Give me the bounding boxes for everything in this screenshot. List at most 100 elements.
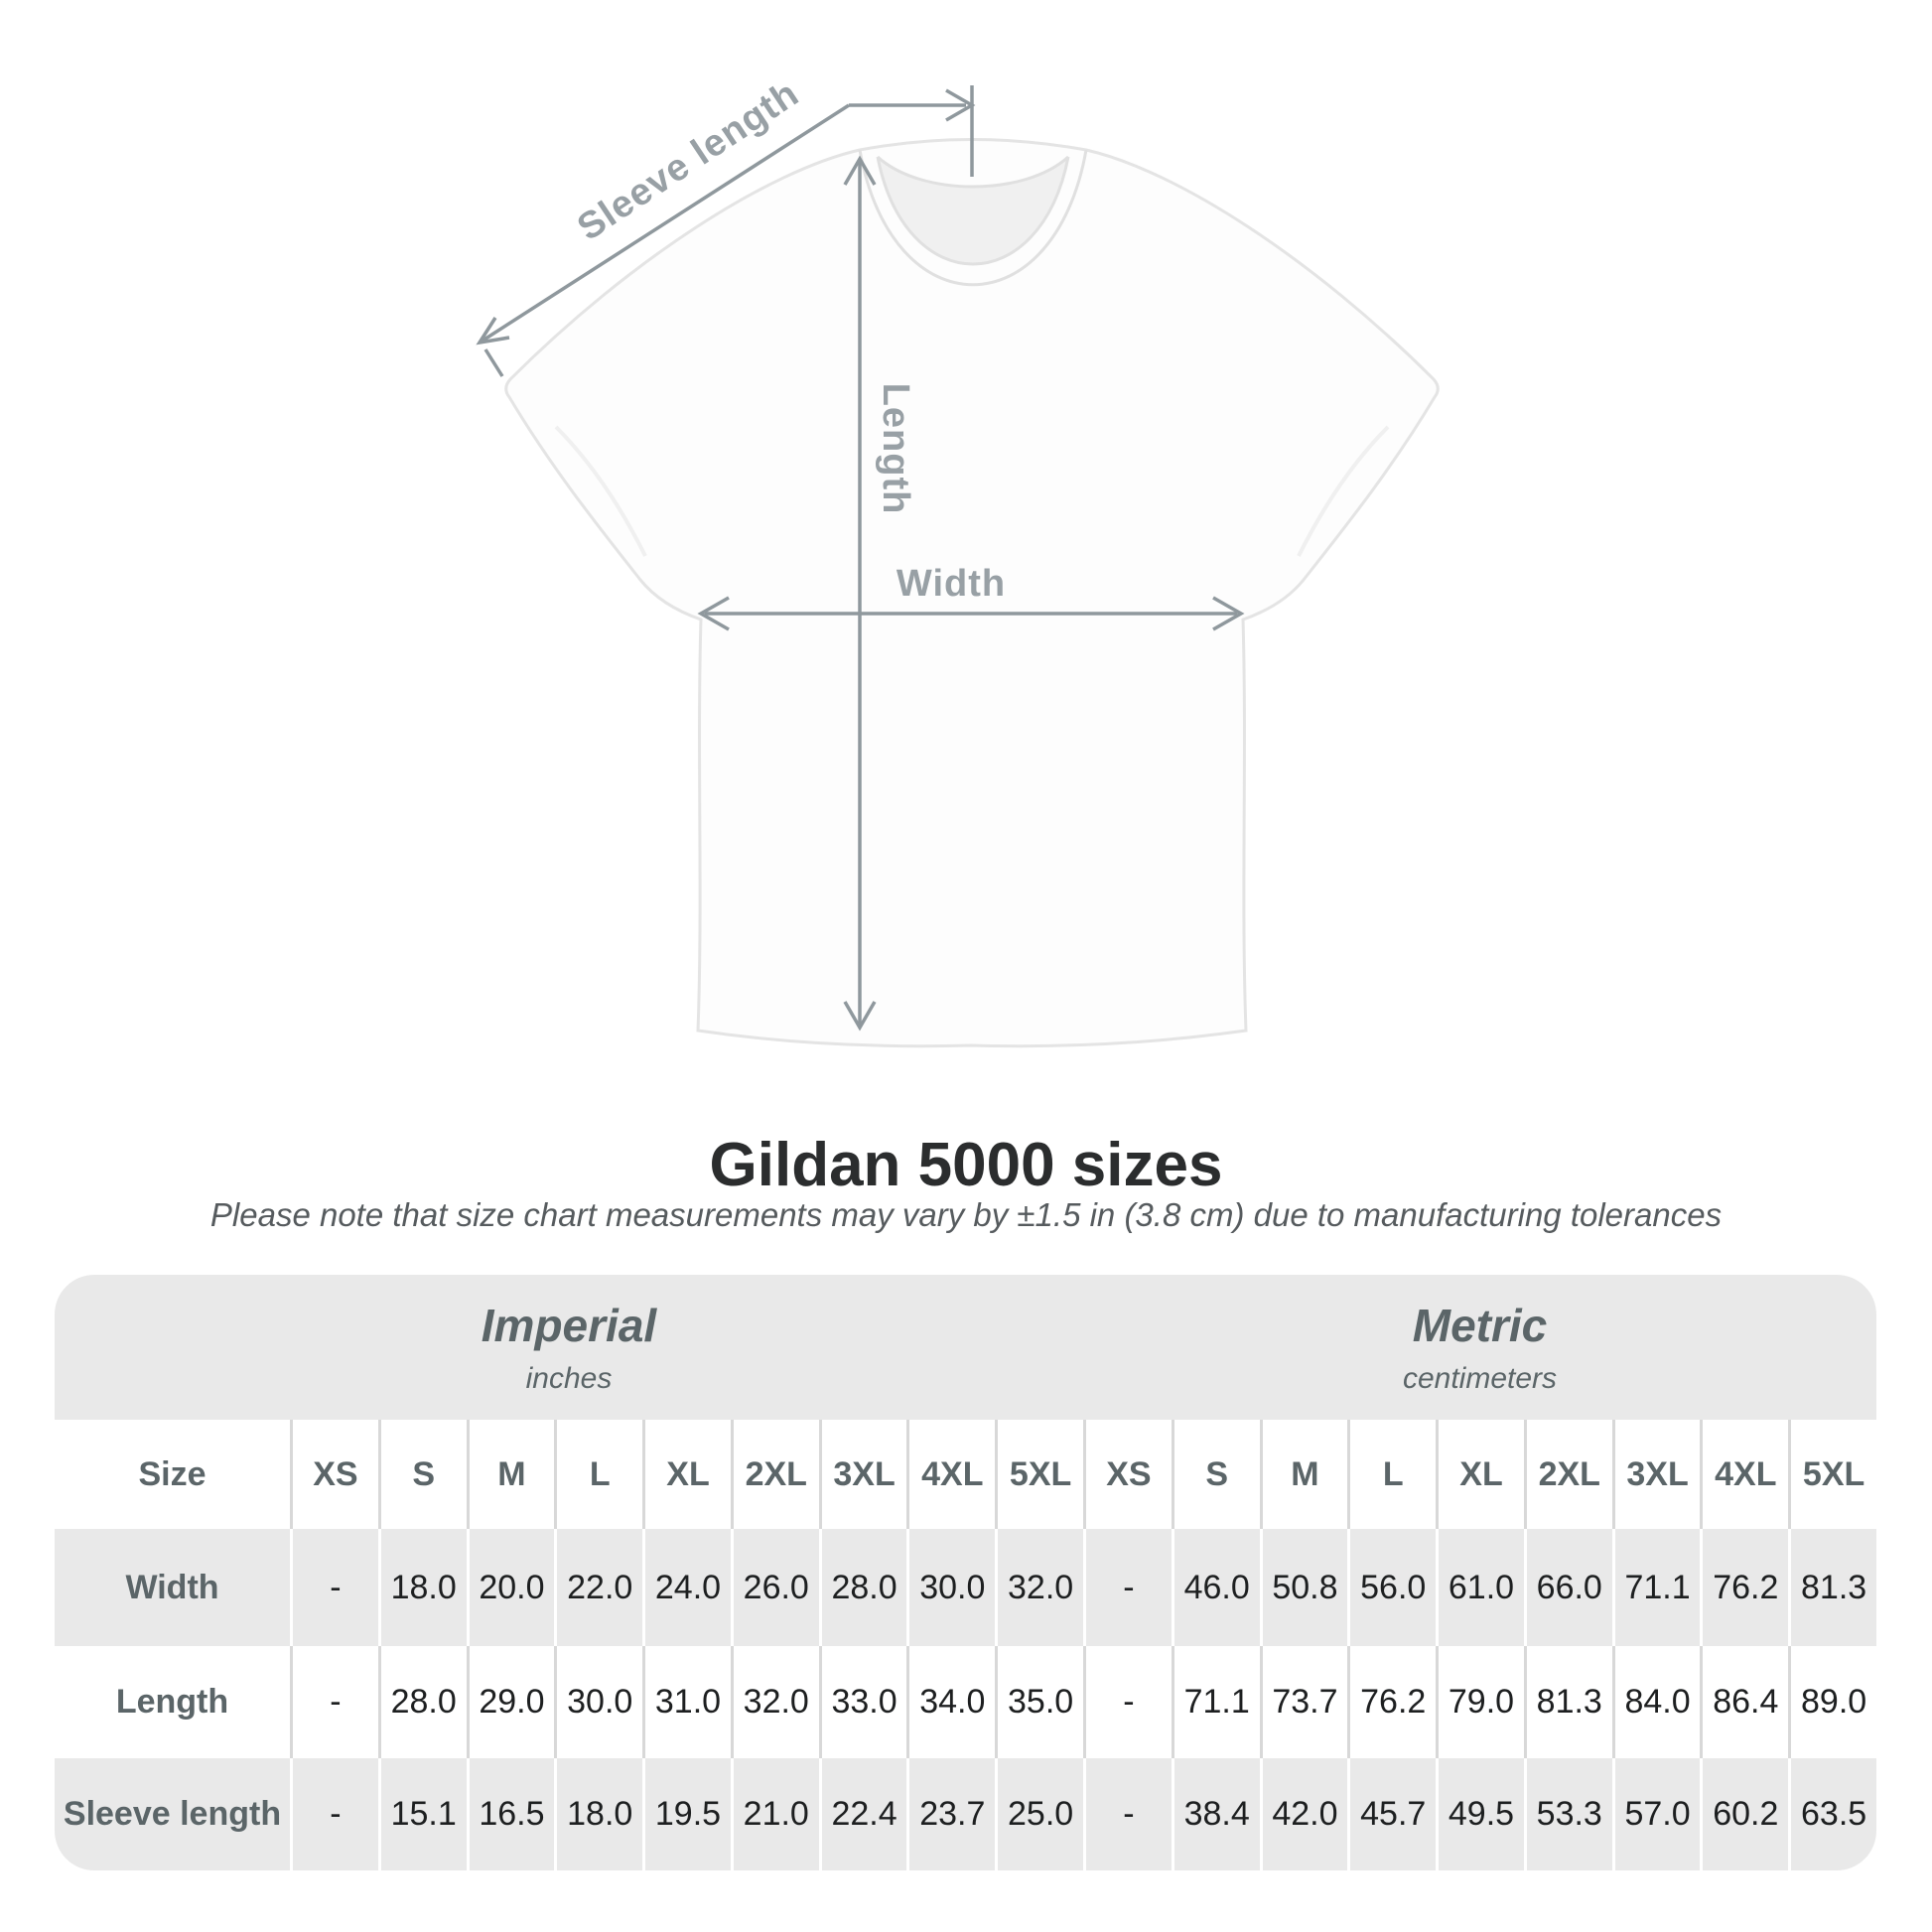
unit-group-metric: Metric centimeters bbox=[1083, 1275, 1876, 1420]
length-arrow bbox=[843, 155, 877, 1032]
table-value: 46.0 bbox=[1171, 1529, 1260, 1646]
table-value: - bbox=[1083, 1758, 1172, 1870]
table-value: 89.0 bbox=[1788, 1646, 1876, 1758]
table-value: 56.0 bbox=[1347, 1529, 1437, 1646]
size-header-imperial-l: L bbox=[554, 1420, 643, 1529]
unit-group-unit: inches bbox=[525, 1362, 613, 1395]
table-value: 18.0 bbox=[554, 1758, 643, 1870]
table-value: 63.5 bbox=[1788, 1758, 1876, 1870]
width-arrow bbox=[697, 596, 1245, 631]
width-label: Width bbox=[897, 563, 1006, 605]
table-value: 66.0 bbox=[1523, 1529, 1612, 1646]
size-header-metric-2xl: 2XL bbox=[1523, 1420, 1612, 1529]
size-header-imperial-s: S bbox=[377, 1420, 467, 1529]
size-table-grid: Imperial inches Metric centimeters Size X… bbox=[55, 1275, 1876, 1870]
table-value: 53.3 bbox=[1523, 1758, 1612, 1870]
table-value: 71.1 bbox=[1171, 1646, 1260, 1758]
table-value: 26.0 bbox=[730, 1529, 819, 1646]
table-value: 15.1 bbox=[377, 1758, 467, 1870]
table-value: 79.0 bbox=[1436, 1646, 1524, 1758]
table-value: 28.0 bbox=[377, 1646, 467, 1758]
neck-opening bbox=[878, 157, 1068, 264]
size-header-metric-5xl: 5XL bbox=[1788, 1420, 1876, 1529]
table-value: - bbox=[290, 1529, 378, 1646]
table-value: 32.0 bbox=[730, 1646, 819, 1758]
right-sleeve-crease bbox=[1297, 425, 1390, 557]
tshirt-graphic bbox=[504, 138, 1440, 1048]
table-value: 29.0 bbox=[466, 1646, 555, 1758]
table-value: 23.7 bbox=[906, 1758, 996, 1870]
table-value: 49.5 bbox=[1436, 1758, 1524, 1870]
table-value: 84.0 bbox=[1611, 1646, 1701, 1758]
table-value: 19.5 bbox=[642, 1758, 731, 1870]
table-value: 22.4 bbox=[818, 1758, 907, 1870]
table-value: 31.0 bbox=[642, 1646, 731, 1758]
collar-back-rim bbox=[876, 155, 1070, 189]
collar-outer-seam bbox=[858, 149, 1088, 287]
table-value: 22.0 bbox=[554, 1529, 643, 1646]
sleeve-connector-arrow bbox=[849, 88, 976, 122]
row-label: Sleeve length bbox=[55, 1758, 290, 1870]
size-header-metric-xs: XS bbox=[1083, 1420, 1172, 1529]
length-label: Length bbox=[875, 383, 916, 515]
table-value: 81.3 bbox=[1523, 1646, 1612, 1758]
size-table: Imperial inches Metric centimeters Size X… bbox=[55, 1275, 1876, 1870]
collar-inner-seam bbox=[876, 156, 1070, 266]
table-value: - bbox=[1083, 1529, 1172, 1646]
table-value: 86.4 bbox=[1700, 1646, 1789, 1758]
size-header-metric-xl: XL bbox=[1436, 1420, 1524, 1529]
left-sleeve-crease bbox=[554, 425, 647, 557]
size-header-metric-m: M bbox=[1259, 1420, 1348, 1529]
tshirt-body bbox=[504, 138, 1440, 1048]
tshirt-measurement-diagram: Sleeve length Length Width bbox=[476, 72, 1440, 1048]
table-value: 28.0 bbox=[818, 1529, 907, 1646]
table-value: 33.0 bbox=[818, 1646, 907, 1758]
unit-group-name: Metric bbox=[1412, 1300, 1548, 1351]
unit-group-unit: centimeters bbox=[1402, 1362, 1558, 1395]
unit-group-name: Imperial bbox=[481, 1300, 657, 1351]
size-header-imperial-4xl: 4XL bbox=[906, 1420, 996, 1529]
table-value: 81.3 bbox=[1788, 1529, 1876, 1646]
size-header-metric-3xl: 3XL bbox=[1611, 1420, 1701, 1529]
table-value: - bbox=[1083, 1646, 1172, 1758]
size-header-imperial-2xl: 2XL bbox=[730, 1420, 819, 1529]
table-value: 61.0 bbox=[1436, 1529, 1524, 1646]
table-value: 34.0 bbox=[906, 1646, 996, 1758]
table-value: 24.0 bbox=[642, 1529, 731, 1646]
tolerance-note: Please note that size chart measurements… bbox=[209, 1196, 1723, 1233]
page-title: Gildan 5000 sizes bbox=[709, 1131, 1223, 1199]
table-value: 71.1 bbox=[1611, 1529, 1701, 1646]
table-value: 76.2 bbox=[1347, 1646, 1437, 1758]
table-value: 20.0 bbox=[466, 1529, 555, 1646]
table-value: 42.0 bbox=[1259, 1758, 1348, 1870]
size-header-metric-l: L bbox=[1347, 1420, 1437, 1529]
size-header-imperial-xs: XS bbox=[290, 1420, 378, 1529]
table-value: 30.0 bbox=[554, 1646, 643, 1758]
table-value: 60.2 bbox=[1700, 1758, 1789, 1870]
table-value: 16.5 bbox=[466, 1758, 555, 1870]
sleeve-length-arrow bbox=[476, 103, 850, 377]
table-value: 57.0 bbox=[1611, 1758, 1701, 1870]
table-value: 76.2 bbox=[1700, 1529, 1789, 1646]
table-value: 73.7 bbox=[1259, 1646, 1348, 1758]
table-value: 21.0 bbox=[730, 1758, 819, 1870]
table-value: 18.0 bbox=[377, 1529, 467, 1646]
row-label: Width bbox=[55, 1529, 290, 1646]
table-value: 35.0 bbox=[995, 1646, 1083, 1758]
row-label: Length bbox=[55, 1646, 290, 1758]
size-header-imperial-3xl: 3XL bbox=[818, 1420, 907, 1529]
table-value: - bbox=[290, 1758, 378, 1870]
table-value: 50.8 bbox=[1259, 1529, 1348, 1646]
size-header-imperial-xl: XL bbox=[642, 1420, 731, 1529]
table-value: 30.0 bbox=[906, 1529, 996, 1646]
size-header-imperial-m: M bbox=[466, 1420, 555, 1529]
table-value: 45.7 bbox=[1347, 1758, 1437, 1870]
table-value: 32.0 bbox=[995, 1529, 1083, 1646]
size-header-imperial-5xl: 5XL bbox=[995, 1420, 1083, 1529]
size-header-metric-4xl: 4XL bbox=[1700, 1420, 1789, 1529]
table-value: 38.4 bbox=[1171, 1758, 1260, 1870]
size-header-metric-s: S bbox=[1171, 1420, 1260, 1529]
size-column-header: Size bbox=[55, 1420, 290, 1529]
table-value: - bbox=[290, 1646, 378, 1758]
table-value: 25.0 bbox=[995, 1758, 1083, 1870]
